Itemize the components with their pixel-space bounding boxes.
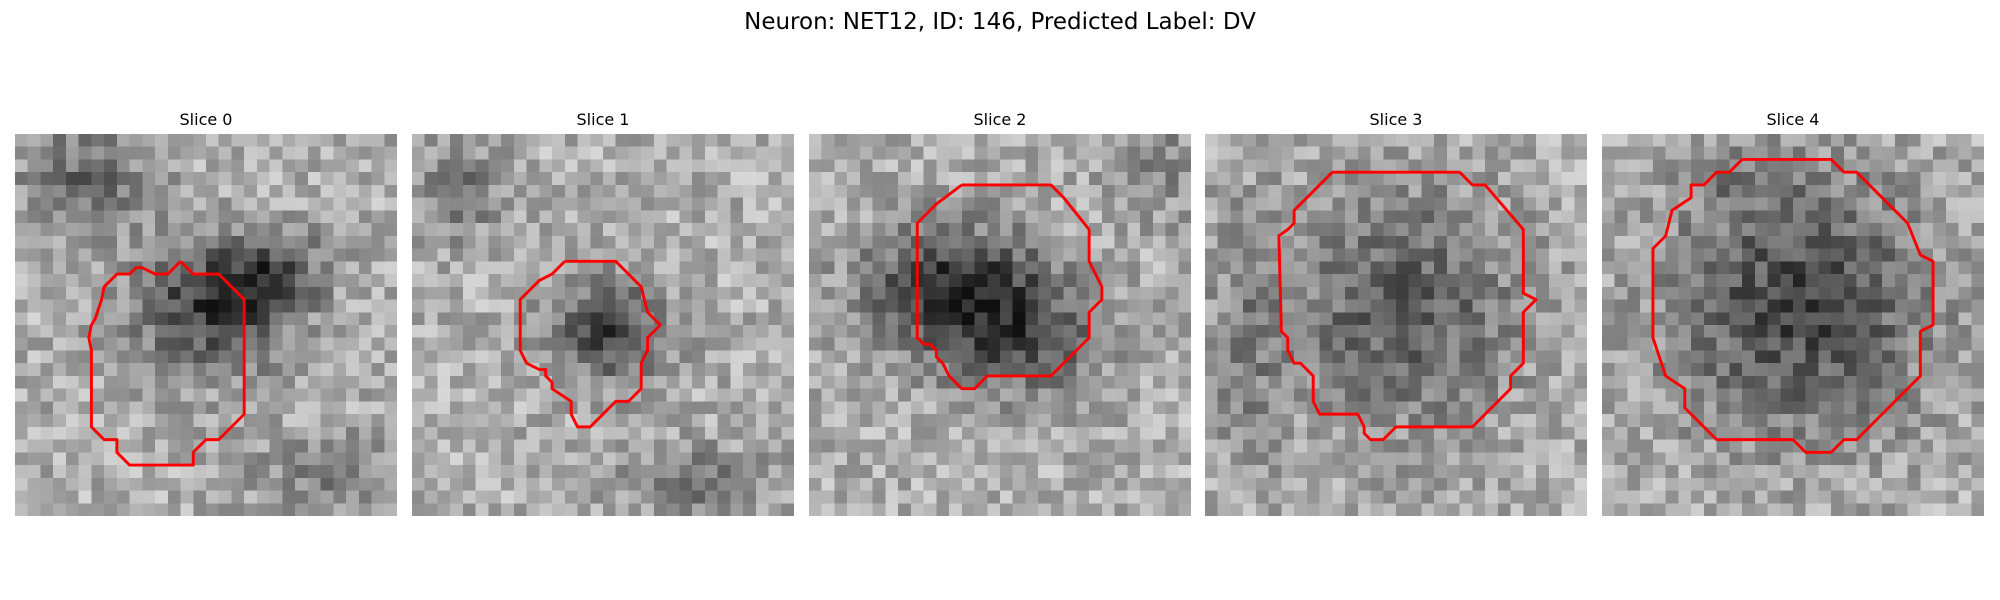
roi-contour-layer (915, 183, 1104, 391)
figure-title: Neuron: NET12, ID: 146, Predicted Label:… (744, 9, 1256, 35)
slice-title: Slice 1 (576, 110, 630, 129)
slice-panel-3: Slice 3 (1205, 100, 1587, 520)
slice-panel-2: Slice 2 (809, 100, 1191, 520)
grayscale-micrograph (15, 134, 397, 516)
slice-panel-4: Slice 4 (1602, 100, 1984, 520)
grayscale-micrograph (412, 134, 794, 516)
roi-contour-layer (518, 259, 662, 429)
slice-image (809, 134, 1191, 516)
roi-contour (1651, 158, 1935, 454)
grayscale-micrograph (1602, 134, 1984, 516)
roi-contour-layer (87, 260, 246, 467)
slice-panel-1: Slice 1 (412, 100, 794, 520)
grayscale-micrograph (809, 134, 1191, 516)
slice-image (15, 134, 397, 516)
slice-panel-0: Slice 0 (15, 100, 397, 520)
slice-title: Slice 0 (179, 110, 233, 129)
slice-image (412, 134, 794, 516)
roi-contour (1277, 170, 1538, 442)
roi-contour (915, 183, 1104, 391)
slice-image (1602, 134, 1984, 516)
slice-title: Slice 3 (1369, 110, 1423, 129)
roi-contour (518, 259, 662, 429)
roi-contour-layer (1277, 170, 1538, 442)
slice-title: Slice 4 (1766, 110, 1820, 129)
roi-contour (87, 260, 246, 467)
roi-contour-layer (1651, 158, 1935, 454)
slice-image (1205, 134, 1587, 516)
slice-title: Slice 2 (973, 110, 1027, 129)
